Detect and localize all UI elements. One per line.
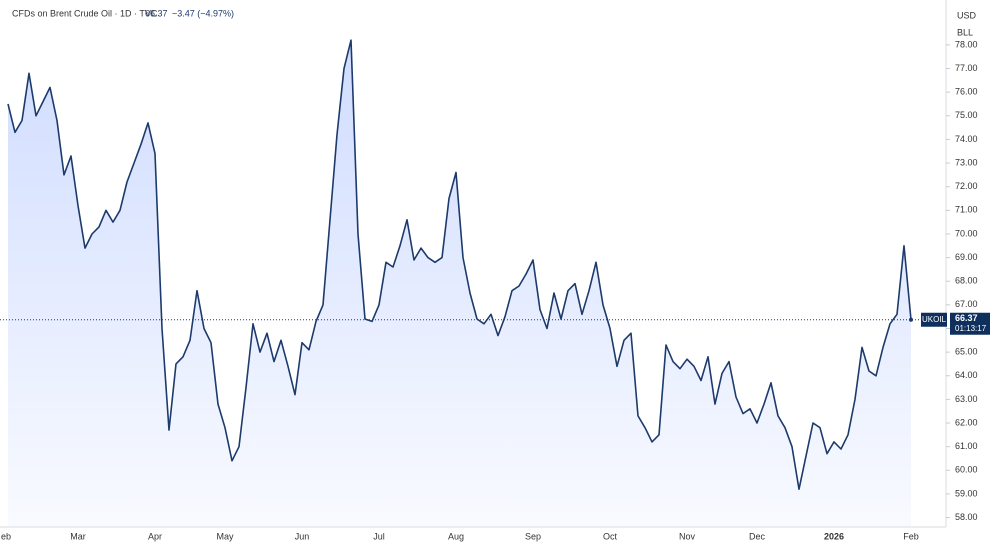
price-change: −3.47 (−4.97%): [172, 8, 234, 18]
x-tick-label: 2026: [824, 531, 844, 541]
countdown-label: 01:13:17: [955, 324, 987, 333]
symbol-title: CFDs on Brent Crude Oil · 1D · TVC: [12, 8, 158, 18]
x-tick-label: Oct: [603, 531, 618, 541]
y-tick-label: 60.00: [955, 465, 978, 475]
x-tick-label: Apr: [148, 531, 162, 541]
y-tick-label: 59.00: [955, 488, 978, 498]
x-tick-label: Aug: [448, 531, 464, 541]
y-tick-label: 68.00: [955, 276, 978, 286]
x-tick-label: eb: [1, 531, 11, 541]
y-tick-label: 61.00: [955, 441, 978, 451]
x-tick-label: Jul: [373, 531, 385, 541]
x-tick-label: Sep: [525, 531, 541, 541]
price-badge: [950, 312, 990, 335]
price-line: [7, 39, 912, 490]
y-tick-label: 71.00: [955, 205, 978, 215]
y-tick-label: 74.00: [955, 134, 978, 144]
y-tick-label: 65.00: [955, 346, 978, 356]
last-price: 66.37: [145, 8, 168, 18]
symbol-label: UKOIL: [922, 315, 947, 324]
x-tick-label: Dec: [749, 531, 766, 541]
x-tick-label: May: [216, 531, 234, 541]
area-fill: [8, 40, 911, 527]
y-tick-label: 69.00: [955, 252, 978, 262]
x-tick-label: Feb: [903, 531, 919, 541]
y-tick-label: 73.00: [955, 157, 978, 167]
y-tick-label: 64.00: [955, 370, 978, 380]
legend-header: CFDs on Brent Crude Oil · 1D · TVC 66.37…: [12, 8, 234, 18]
y-tick-label: 77.00: [955, 63, 978, 73]
symbol-badge: [921, 312, 947, 327]
y-tick-label: 67.00: [955, 299, 978, 309]
x-tick-label: Jun: [295, 531, 310, 541]
x-tick-label: Mar: [70, 531, 86, 541]
price-label: 66.37: [955, 313, 978, 323]
y-tick-label: 63.00: [955, 394, 978, 404]
y-tick-label: 62.00: [955, 417, 978, 427]
y-tick-label: 70.00: [955, 228, 978, 238]
y-tick-label: 72.00: [955, 181, 978, 191]
currency: USD: [957, 10, 977, 20]
unit: BLL: [957, 27, 973, 37]
y-tick-label: 58.00: [955, 512, 978, 522]
y-tick-label: 75.00: [955, 110, 978, 120]
last-point: [909, 317, 913, 322]
x-tick-label: Nov: [679, 531, 696, 541]
y-tick-label: 76.00: [955, 87, 978, 97]
plot-area: [0, 39, 946, 527]
y-tick-label: 78.00: [955, 39, 978, 49]
